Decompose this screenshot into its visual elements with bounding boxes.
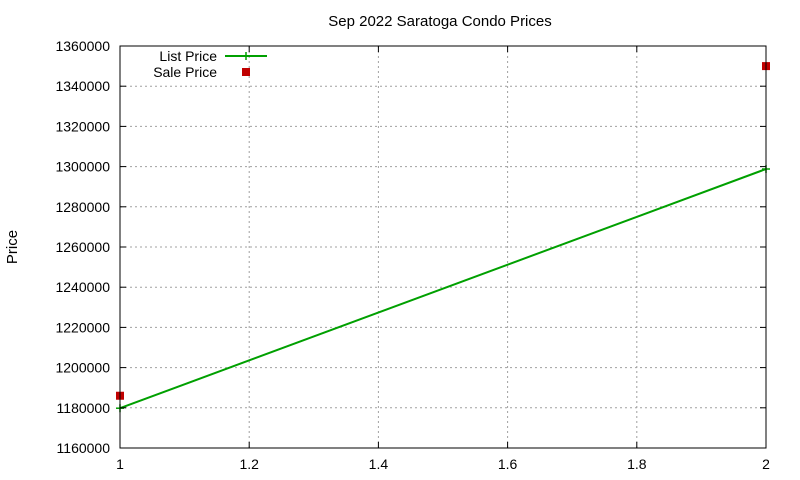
legend-marker-list-price bbox=[242, 52, 250, 60]
grid bbox=[120, 46, 766, 448]
ticks: 1160000 1180000 1200000 1220000 1240000 12600… bbox=[55, 38, 770, 472]
x-tick-label: 2 bbox=[762, 456, 770, 472]
y-tick-label: 1240000 bbox=[55, 279, 110, 295]
x-tick-label: 1 bbox=[116, 456, 124, 472]
series-layer bbox=[116, 62, 770, 413]
x-tick-label: 1.6 bbox=[498, 456, 518, 472]
y-tick-label: 1280000 bbox=[55, 199, 110, 215]
y-tick-label: 1180000 bbox=[57, 400, 111, 416]
legend-label-list-price: List Price bbox=[159, 48, 217, 64]
y-tick-label: 1220000 bbox=[55, 319, 110, 335]
y-tick-label: 1300000 bbox=[55, 159, 110, 175]
y-tick-label: 1200000 bbox=[55, 360, 110, 376]
y-tick-label: 1260000 bbox=[55, 239, 110, 255]
chart-title: Sep 2022 Saratoga Condo Prices bbox=[328, 13, 551, 30]
y-axis-label: Price bbox=[4, 230, 21, 264]
legend-label-sale-price: Sale Price bbox=[153, 64, 217, 80]
y-tick-label: 1320000 bbox=[55, 118, 110, 134]
list-price-line bbox=[119, 168, 767, 410]
y-tick-label: 1340000 bbox=[55, 78, 110, 94]
legend-swatch-sale-price bbox=[242, 68, 250, 76]
x-tick-label: 1.2 bbox=[239, 456, 259, 472]
y-tick-label: 1360000 bbox=[55, 38, 110, 54]
x-tick-label: 1.4 bbox=[369, 456, 389, 472]
x-tick-label: 1.8 bbox=[627, 456, 647, 472]
y-tick-label: 1160000 bbox=[57, 440, 111, 456]
